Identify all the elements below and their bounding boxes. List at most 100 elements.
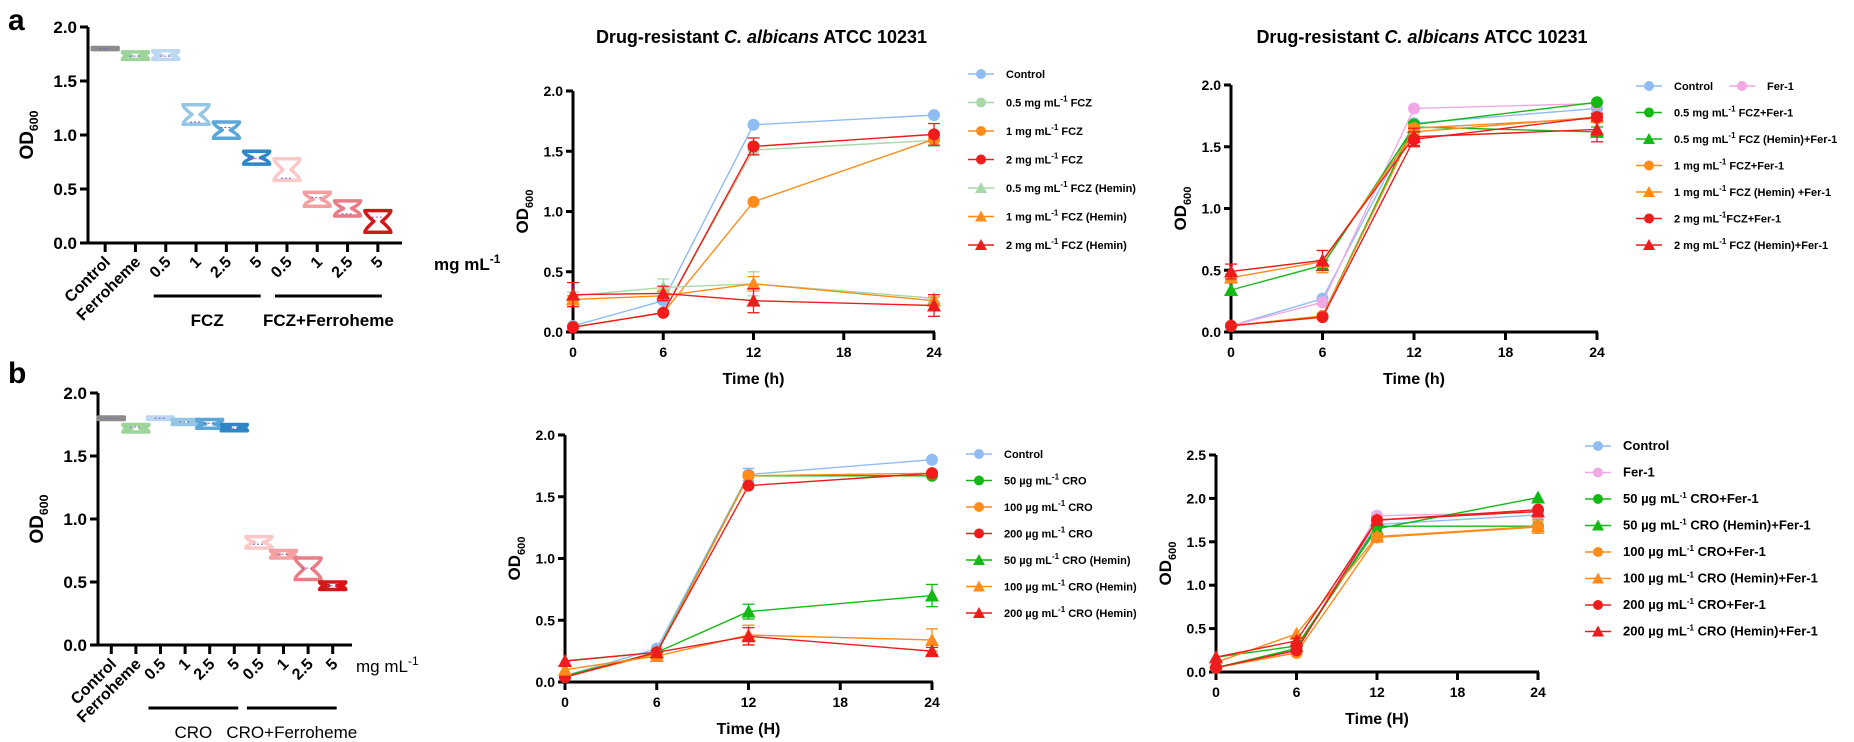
- legend-label: 0.5 mg mL-1 FCZ (Hemin)+Fer-1: [1674, 131, 1837, 146]
- marker-triangle: [975, 210, 987, 222]
- legend-item: Control: [968, 69, 1045, 81]
- line-chart-a-line-fcz-fer1: Drug-resistant C. albicans ATCC 10231 0.0…: [1171, 27, 1837, 388]
- series: [559, 467, 938, 684]
- x-tick-label: 24: [924, 694, 940, 710]
- marker-triangle: [1370, 529, 1384, 543]
- series-line: [1230, 102, 1598, 327]
- x-tick-label: 12: [741, 694, 757, 710]
- marker-triangle: [927, 298, 941, 312]
- x-tick-label: 24: [1589, 344, 1605, 360]
- marker-circle: [1644, 213, 1654, 224]
- marker-triangle: [741, 604, 756, 618]
- y-tick-label: 0.5: [53, 180, 77, 199]
- marker-triangle: [1592, 625, 1604, 637]
- marker-triangle: [925, 633, 939, 647]
- x-tick-label: 18: [836, 344, 852, 360]
- legend-label: 2 mg mL-1FCZ+Fer-1: [1674, 211, 1781, 226]
- marker-triangle: [1370, 521, 1384, 535]
- panel-label-b: b: [8, 357, 27, 390]
- legend-label: 200 µg mL-1 CRO (Hemin)+Fer-1: [1623, 624, 1818, 639]
- x-tick-label: 18: [1450, 684, 1466, 700]
- x-tick-label: 6: [1293, 684, 1301, 700]
- marker-circle: [1593, 547, 1603, 557]
- marker-triangle: [1209, 650, 1223, 664]
- series-line: [564, 634, 933, 671]
- marker-circle: [747, 195, 760, 208]
- legend-label: 200 µg mL-1 CRO: [1004, 526, 1093, 541]
- marker-circle: [742, 479, 755, 492]
- x-tick-label: 0: [1212, 684, 1220, 700]
- legend-label: 100 µg mL-1 CRO (Hemin)+Fer-1: [1623, 571, 1818, 586]
- y-tick-label: 1.0: [1187, 577, 1207, 593]
- chart-title: Drug-resistant C. albicans ATCC 10231: [1256, 27, 1587, 47]
- marker-triangle: [925, 644, 939, 658]
- y-tick-label: 2.0: [544, 83, 564, 99]
- y-tick-label: 1.5: [536, 489, 556, 505]
- series-line: [1215, 526, 1539, 669]
- legend-label: Fer-1: [1767, 81, 1794, 93]
- marker-circle: [974, 528, 984, 539]
- legend-item: 0.5 mg mL-1 FCZ+Fer-1: [1636, 105, 1793, 120]
- x-axis-label: Time (h): [723, 371, 785, 388]
- y-tick-label: 2.0: [1187, 490, 1207, 506]
- x-tick-label: 24: [1530, 684, 1546, 700]
- series: [567, 122, 940, 334]
- x-tick-label: 5: [247, 254, 265, 272]
- series-line: [1215, 496, 1539, 658]
- marker-triangle: [566, 287, 580, 301]
- group-label: FCZ: [191, 311, 224, 330]
- marker-circle: [1644, 107, 1654, 118]
- marker-circle: [1644, 81, 1654, 91]
- legend-label: 0.5 mg mL-1 FCZ+Fer-1: [1674, 105, 1793, 120]
- series-line: [1215, 525, 1539, 664]
- x-tick-label: 0: [569, 344, 577, 360]
- marker-triangle: [925, 588, 939, 602]
- line-chart-a-line-fcz: Drug-resistant C. albicans ATCC 10231 0.0…: [513, 27, 1136, 388]
- y-tick-label: 2.0: [536, 427, 556, 443]
- marker-triangle: [1407, 129, 1421, 143]
- y-tick-label: 1.0: [544, 204, 564, 220]
- legend-label: 1 mg mL-1 FCZ (Hemin) +Fer-1: [1674, 184, 1831, 199]
- y-tick-label: 0.0: [63, 636, 87, 655]
- marker-triangle: [973, 607, 985, 618]
- series: [559, 467, 938, 684]
- y-tick-label: 1.5: [544, 143, 564, 159]
- legend-item: 100 µg mL-1 CRO+Fer-1: [1585, 544, 1766, 559]
- series: [567, 109, 940, 332]
- x-tick-label: 12: [1406, 344, 1422, 360]
- marker-circle: [1316, 311, 1329, 324]
- marker-circle: [926, 453, 938, 466]
- x-tick-label: 0.5: [240, 656, 268, 684]
- y-tick-label: 0.5: [63, 573, 87, 592]
- svg-text:OD600: OD600: [27, 494, 51, 543]
- legend-label: 100 µg mL-1 CRO+Fer-1: [1623, 544, 1766, 559]
- legend-label: 0.5 mg mL-1 FCZ (Hemin): [1006, 180, 1136, 195]
- marker-circle: [974, 475, 984, 486]
- legend-label: 50 µg mL-1 CRO (Hemin): [1004, 552, 1131, 567]
- y-axis-label: OD600: [513, 190, 536, 234]
- series: [1224, 116, 1604, 280]
- violin: [244, 534, 274, 550]
- legend-item: 0.5 mg mL-1 FCZ (Hemin)+Fer-1: [1636, 131, 1837, 146]
- marker-triangle: [1592, 519, 1604, 531]
- y-tick-label: 1.0: [63, 510, 87, 529]
- y-tick-label: 1.5: [1187, 534, 1207, 550]
- x-tick-label: 18: [1498, 344, 1514, 360]
- series-line: [1230, 116, 1598, 279]
- marker-triangle: [1592, 572, 1604, 584]
- marker-circle: [657, 306, 670, 319]
- x-tick-label: 18: [832, 694, 848, 710]
- marker-triangle: [1590, 122, 1604, 136]
- marker-triangle: [1289, 633, 1304, 647]
- series: [1209, 518, 1545, 669]
- legend-item: Control: [966, 449, 1043, 461]
- legend-label: 50 µg mL-1 CRO+Fer-1: [1623, 491, 1759, 506]
- marker-circle: [742, 469, 755, 482]
- y-axis-label: OD600: [1171, 187, 1194, 231]
- violin: [120, 50, 151, 62]
- marker-circle: [976, 154, 986, 165]
- line-chart-b-line-cro: 0.0 0.5 1.0 1.5 2.0 0 6 12 18 24 Time (H) OD600 Cont…: [505, 427, 1137, 738]
